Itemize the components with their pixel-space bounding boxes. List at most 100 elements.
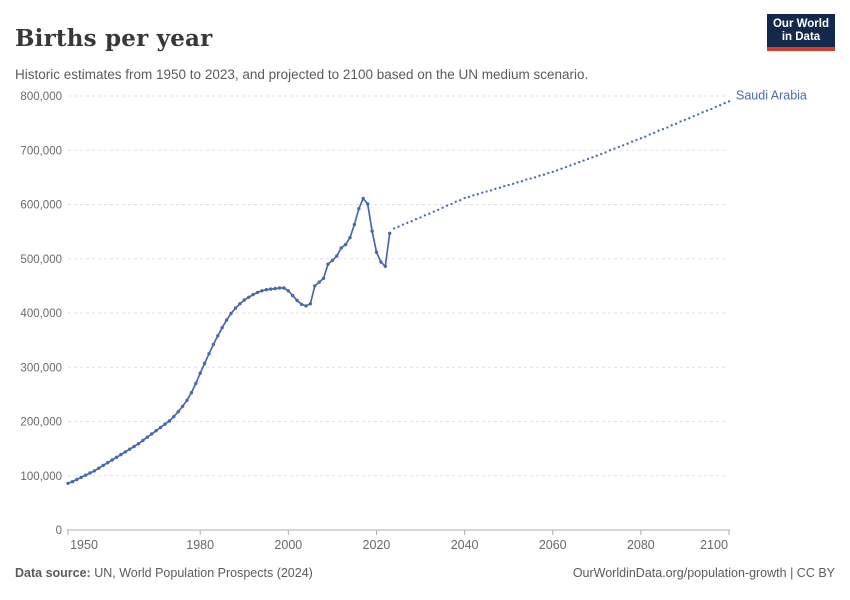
projected-data-point[interactable] — [679, 120, 682, 123]
historic-data-point[interactable] — [136, 442, 141, 446]
projected-data-point[interactable] — [423, 214, 427, 217]
historic-data-point[interactable] — [92, 469, 97, 473]
projected-data-point[interactable] — [437, 208, 440, 212]
owid-logo[interactable]: Our World in Data — [767, 14, 835, 51]
historic-data-point[interactable] — [128, 447, 132, 451]
historic-data-point[interactable] — [176, 410, 180, 414]
historic-data-point[interactable] — [388, 231, 392, 235]
historic-data-point[interactable] — [83, 473, 88, 477]
historic-data-point[interactable] — [150, 432, 154, 436]
projected-data-point[interactable] — [459, 199, 462, 202]
historic-data-point[interactable] — [70, 480, 75, 484]
historic-data-point[interactable] — [163, 422, 167, 426]
historic-data-point[interactable] — [383, 264, 387, 268]
projected-data-point[interactable] — [432, 210, 435, 213]
projected-data-point[interactable] — [595, 154, 598, 157]
historic-data-point[interactable] — [123, 450, 128, 454]
projected-data-point[interactable] — [525, 178, 528, 181]
historic-data-point[interactable] — [189, 391, 194, 395]
historic-data-point[interactable] — [141, 438, 145, 443]
projected-data-point[interactable] — [472, 194, 475, 197]
projected-data-point[interactable] — [582, 159, 585, 162]
historic-data-point[interactable] — [211, 342, 216, 347]
projected-data-point[interactable] — [578, 161, 581, 164]
historic-data-point[interactable] — [313, 284, 317, 288]
projected-data-point[interactable] — [560, 167, 563, 170]
historic-data-point[interactable] — [194, 381, 198, 386]
historic-data-point[interactable] — [172, 414, 176, 419]
projected-data-point[interactable] — [401, 223, 405, 226]
projected-data-point[interactable] — [489, 189, 493, 192]
projected-data-point[interactable] — [533, 176, 537, 179]
historic-data-point[interactable] — [379, 260, 383, 264]
historic-data-point[interactable] — [317, 280, 321, 284]
historic-data-point[interactable] — [145, 435, 149, 439]
projected-data-point[interactable] — [608, 149, 612, 152]
historic-data-point[interactable] — [282, 286, 286, 290]
historic-data-point[interactable] — [304, 304, 308, 308]
historic-data-point[interactable] — [233, 306, 238, 310]
historic-data-point[interactable] — [202, 361, 207, 366]
projected-data-point[interactable] — [604, 151, 607, 154]
historic-data-point[interactable] — [198, 371, 202, 375]
projected-data-point[interactable] — [392, 227, 396, 230]
historic-data-point[interactable] — [158, 425, 163, 430]
historic-data-point[interactable] — [132, 444, 136, 449]
projected-data-point[interactable] — [692, 114, 695, 118]
historic-data-point[interactable] — [238, 302, 242, 306]
projected-data-point[interactable] — [498, 186, 502, 189]
historic-data-point[interactable] — [321, 276, 326, 280]
projected-data-point[interactable] — [428, 212, 431, 215]
projected-data-point[interactable] — [710, 107, 713, 111]
projected-data-point[interactable] — [657, 129, 660, 132]
historic-data-point[interactable] — [255, 290, 260, 295]
historic-data-point[interactable] — [66, 481, 70, 485]
projected-data-point[interactable] — [538, 174, 541, 177]
historic-data-point[interactable] — [291, 293, 295, 298]
projected-data-point[interactable] — [494, 187, 497, 190]
owid-url-link[interactable]: OurWorldinData.org/population-growth — [572, 566, 787, 580]
historic-data-point[interactable] — [286, 289, 290, 293]
historic-data-point[interactable] — [119, 452, 123, 457]
projected-data-point[interactable] — [723, 101, 726, 105]
projected-data-point[interactable] — [622, 144, 625, 147]
projected-data-point[interactable] — [626, 142, 629, 145]
projected-data-point[interactable] — [547, 171, 550, 175]
historic-data-point[interactable] — [97, 466, 101, 470]
projected-data-point[interactable] — [719, 104, 722, 107]
projected-data-point[interactable] — [555, 169, 559, 172]
historic-data-point[interactable] — [352, 222, 357, 227]
historic-data-point[interactable] — [269, 287, 273, 291]
projected-data-point[interactable] — [617, 145, 620, 149]
projected-data-point[interactable] — [406, 221, 409, 225]
projected-data-point[interactable] — [644, 135, 647, 138]
historic-data-point[interactable] — [348, 235, 352, 240]
projected-data-point[interactable] — [714, 105, 717, 109]
historic-data-point[interactable] — [180, 404, 185, 408]
projected-data-point[interactable] — [705, 109, 709, 112]
projected-data-point[interactable] — [454, 200, 457, 203]
historic-data-point[interactable] — [154, 429, 158, 433]
historic-data-point[interactable] — [299, 302, 304, 306]
projected-data-point[interactable] — [476, 193, 479, 196]
historic-data-point[interactable] — [339, 246, 343, 250]
historic-data-point[interactable] — [370, 229, 374, 233]
historic-data-point[interactable] — [374, 250, 379, 254]
projected-data-point[interactable] — [485, 190, 488, 193]
historic-data-point[interactable] — [251, 292, 255, 297]
historic-data-point[interactable] — [242, 298, 246, 302]
historic-data-point[interactable] — [366, 202, 370, 206]
projected-data-point[interactable] — [445, 204, 449, 207]
projected-data-point[interactable] — [674, 122, 678, 125]
projected-data-point[interactable] — [450, 202, 453, 206]
historic-data-point[interactable] — [110, 458, 114, 462]
historic-data-point[interactable] — [167, 419, 172, 423]
projected-data-point[interactable] — [586, 157, 590, 161]
projected-data-point[interactable] — [697, 113, 700, 116]
historic-data-point[interactable] — [88, 471, 92, 475]
historic-data-point[interactable] — [224, 318, 229, 322]
historic-data-point[interactable] — [207, 352, 211, 356]
historic-data-point[interactable] — [277, 286, 282, 290]
historic-data-point[interactable] — [260, 289, 264, 293]
